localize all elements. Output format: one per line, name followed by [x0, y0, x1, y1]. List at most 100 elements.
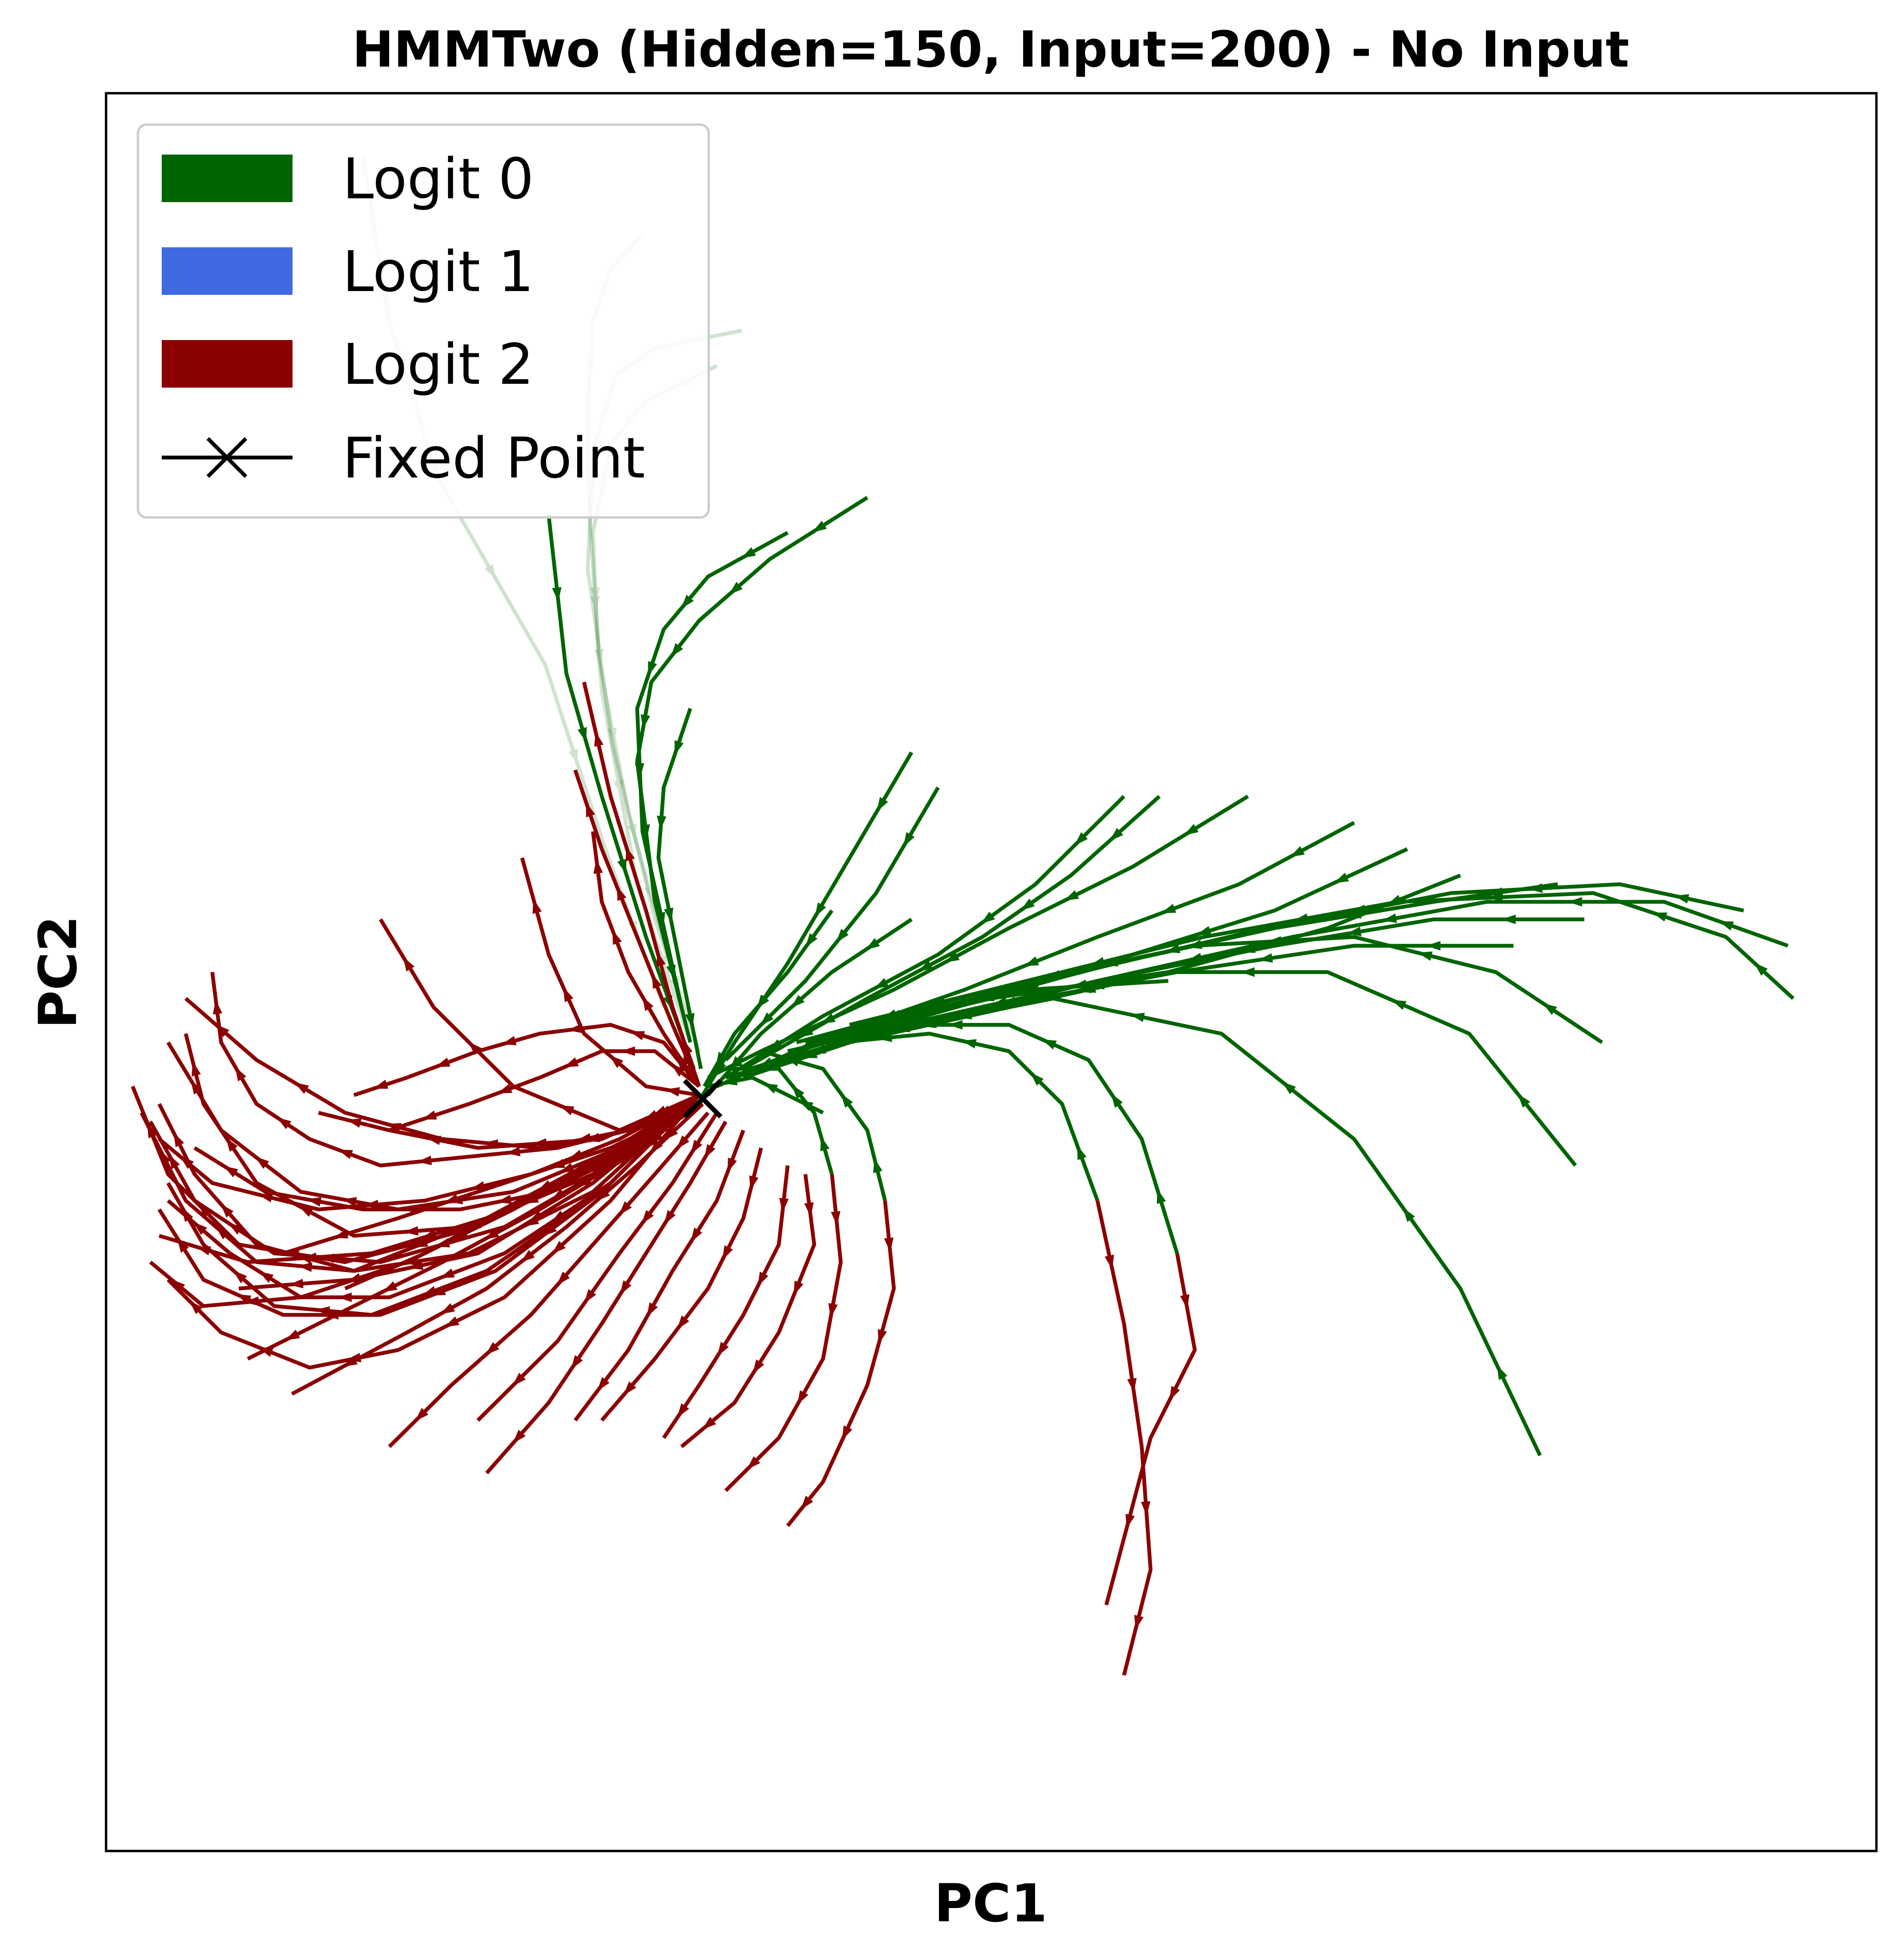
- trajectory-arrow: [704, 1144, 716, 1159]
- trajectory-arrow: [677, 1053, 689, 1068]
- trajectory-37: [662, 1165, 790, 1439]
- trajectory-arrow: [559, 1163, 575, 1173]
- trajectory-41: [476, 1111, 719, 1422]
- trajectory-line: [476, 1111, 719, 1422]
- trajectory-arrow: [877, 1033, 892, 1042]
- trajectory-28: [787, 1020, 1179, 1254]
- trajectory-arrow: [1517, 1093, 1531, 1108]
- trajectory-arrow: [664, 907, 674, 923]
- trajectory-arrow: [980, 911, 995, 924]
- trajectory-arrow: [193, 1222, 207, 1235]
- chart-title: HMMTwo (Hidden=150, Input=200) - No Inpu…: [352, 20, 1630, 78]
- trajectory-arrow: [652, 974, 662, 989]
- legend-item-2: Logit 2: [162, 331, 534, 397]
- trajectory-line: [574, 1130, 745, 1422]
- trajectory-arrow: [1293, 913, 1308, 923]
- trajectory-arrow: [957, 1010, 972, 1020]
- trajectory-arrow: [842, 1425, 852, 1441]
- trajectory-line: [158, 1093, 700, 1211]
- trajectory-arrow: [1754, 963, 1768, 976]
- trajectory-arrow: [1111, 1093, 1123, 1108]
- trajectory-arrow: [168, 1154, 180, 1169]
- trajectory-arrow: [597, 1377, 610, 1392]
- legend-swatch: [162, 155, 293, 202]
- trajectory-arrow: [727, 1157, 737, 1173]
- trajectory-10: [703, 909, 834, 1088]
- trajectory-arrow: [497, 1194, 512, 1204]
- trajectory-arrow: [315, 1306, 330, 1316]
- fixed-point-marker: [683, 1079, 723, 1119]
- trajectory-arrow: [439, 1268, 455, 1278]
- trajectory-arrow: [722, 1245, 733, 1260]
- trajectory-arrow: [665, 1087, 680, 1097]
- trajectory-line: [760, 794, 1249, 1053]
- trajectory-arrow: [918, 960, 933, 972]
- trajectory-arrow: [877, 797, 889, 812]
- legend-item-1: Logit 1: [162, 239, 534, 304]
- trajectory-line: [238, 1093, 701, 1291]
- trajectory-arrow: [812, 520, 827, 533]
- trajectory-arrow: [609, 1055, 624, 1068]
- trajectory-arrow: [644, 885, 654, 901]
- trajectory-arrow: [586, 1133, 601, 1142]
- trajectory-arrow: [1501, 915, 1516, 925]
- trajectory-arrow: [404, 1205, 418, 1214]
- trajectory-arrow: [797, 1390, 809, 1405]
- trajectory-arrow: [664, 1210, 676, 1225]
- trajectory-arrow: [828, 1303, 838, 1318]
- legend-box: [137, 123, 710, 519]
- trajectory-arrow: [656, 816, 666, 830]
- trajectory-arrow: [779, 1198, 789, 1213]
- trajectory-arrow: [681, 594, 694, 609]
- trajectory-arrow: [403, 956, 415, 972]
- trajectory-arrow: [961, 1039, 977, 1049]
- trajectory-arrow: [524, 1215, 539, 1226]
- trajectory-line: [591, 831, 701, 1088]
- trajectory-arrow: [646, 1302, 658, 1317]
- trajectory-arrow: [563, 987, 574, 1003]
- trajectory-line: [786, 1200, 896, 1527]
- trajectory-36: [680, 1174, 816, 1448]
- trajectory-arrow: [657, 1105, 672, 1116]
- trajectory-arrow: [640, 1135, 654, 1149]
- trajectory-arrow: [559, 1105, 575, 1115]
- trajectory-arrow: [744, 1064, 759, 1074]
- trajectory-arrow: [756, 994, 769, 1009]
- trajectory-arrow: [630, 1031, 645, 1041]
- trajectory-arrow: [874, 978, 889, 989]
- trajectory-arrow: [789, 1049, 804, 1059]
- trajectory-arrow: [537, 1185, 553, 1195]
- trajectory-arrow: [337, 1292, 352, 1302]
- trajectory-72: [158, 1093, 701, 1264]
- legend-swatch: [162, 340, 293, 388]
- trajectory-arrow: [417, 1155, 432, 1165]
- plot-frame: [105, 92, 1878, 1852]
- trajectory-arrow: [1134, 1615, 1144, 1630]
- trajectory-arrow: [497, 1084, 513, 1094]
- trajectory-arrow: [1184, 824, 1199, 836]
- trajectory-69: [582, 682, 701, 1087]
- trajectory-39: [574, 1130, 745, 1422]
- legend-label: Logit 2: [342, 331, 534, 397]
- trajectory-14: [760, 794, 1249, 1053]
- trajectory-arrow: [444, 1316, 459, 1327]
- trajectory-arrow: [484, 564, 496, 579]
- trajectory-arrow: [1718, 921, 1734, 931]
- trajectory-26: [805, 967, 1577, 1167]
- trajectory-6: [547, 515, 696, 1070]
- trajectory-71: [707, 1075, 824, 1115]
- trajectory-arrow: [1528, 883, 1543, 893]
- trajectory-arrow: [1130, 1013, 1145, 1023]
- trajectory-arrow: [1497, 1365, 1508, 1380]
- trajectory-58: [210, 972, 700, 1168]
- trajectory-line: [582, 682, 701, 1087]
- trajectory-arrow: [147, 1123, 157, 1139]
- trajectory-arrow: [784, 1057, 800, 1067]
- trajectory-arrow: [635, 763, 644, 778]
- trajectory-arrow: [596, 1188, 610, 1201]
- trajectory-arrow: [1281, 1081, 1296, 1094]
- trajectory-arrow: [302, 1252, 317, 1262]
- trajectory-arrow: [1074, 832, 1088, 846]
- fixed-point-layer: [683, 1079, 723, 1119]
- legend-item-0: Logit 0: [162, 146, 534, 212]
